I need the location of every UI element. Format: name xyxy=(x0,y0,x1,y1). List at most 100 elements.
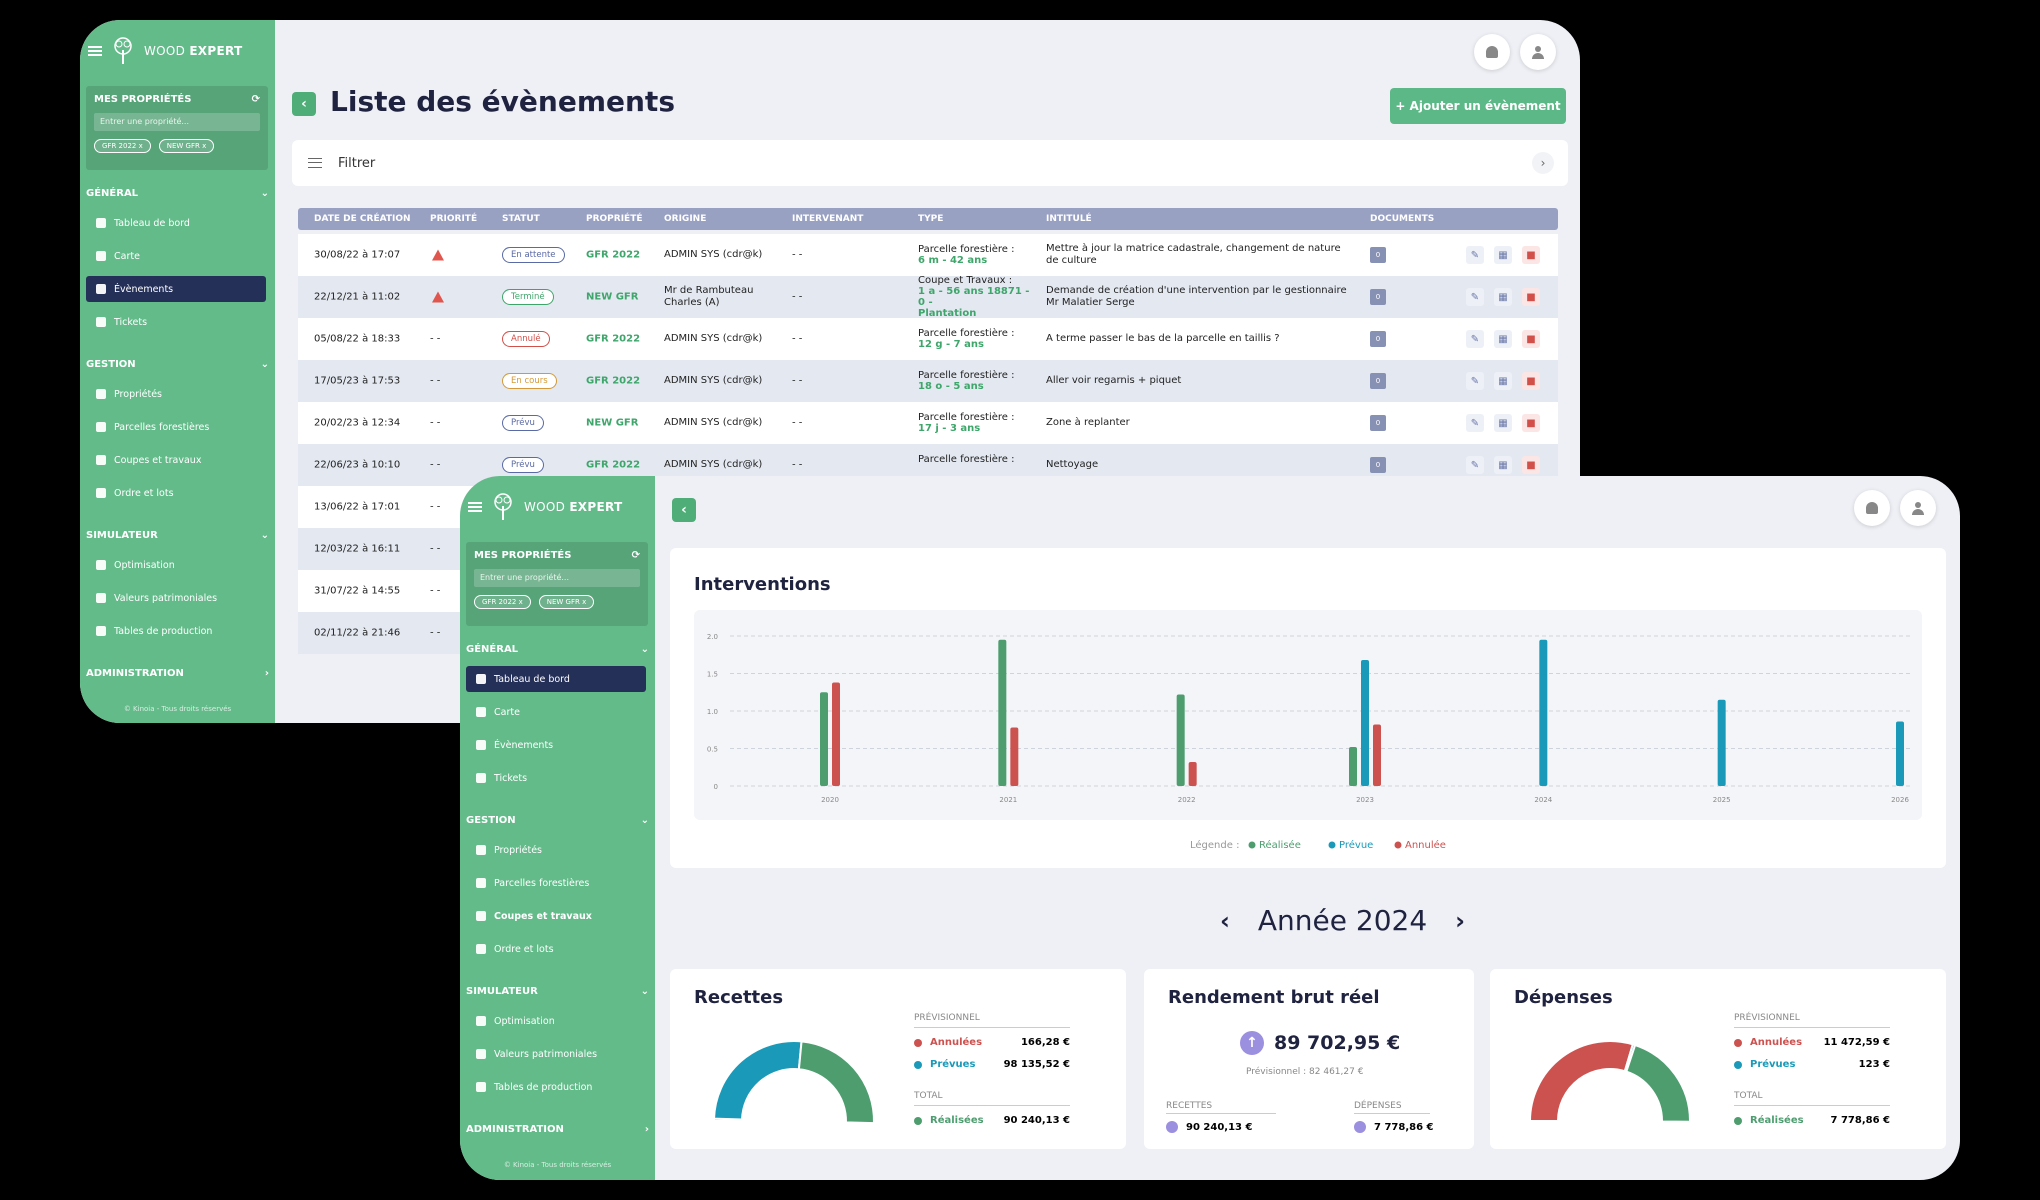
x-tick-label: 2021 xyxy=(999,796,1017,804)
nav-ordre[interactable]: Ordre et lots xyxy=(466,936,646,962)
refresh-icon[interactable]: ⟳ xyxy=(251,94,260,105)
section-gestion[interactable]: GESTION ⌄ xyxy=(466,815,649,826)
chevron-right-icon[interactable]: › xyxy=(1532,152,1554,174)
cell-origine: Mr de Rambuteau Charles (A) xyxy=(664,285,754,308)
col-intervenant[interactable]: INTERVENANT xyxy=(792,214,864,224)
nav-tickets[interactable]: Tickets xyxy=(86,309,266,335)
map-icon[interactable]: ▦ xyxy=(1494,456,1512,474)
cell-date: 31/07/22 à 14:55 xyxy=(314,585,401,597)
cell-type: Parcelle forestière :12 g - 7 ans xyxy=(918,328,1015,350)
nav-ordre[interactable]: Ordre et lots xyxy=(86,480,266,506)
nav-carte[interactable]: Carte xyxy=(466,699,646,725)
map-icon[interactable]: ▦ xyxy=(1494,288,1512,306)
property-search-input[interactable]: Entrer une propriété... xyxy=(474,569,640,587)
nav-valeurs[interactable]: Valeurs patrimoniales xyxy=(86,585,266,611)
property-chip[interactable]: NEW GFR x xyxy=(158,139,215,153)
col-origine[interactable]: ORIGINE xyxy=(664,214,707,224)
edit-icon[interactable]: ✎ xyxy=(1466,414,1484,432)
edit-icon[interactable]: ✎ xyxy=(1466,372,1484,390)
document-count-badge[interactable]: 0 xyxy=(1370,457,1386,473)
nav-valeurs[interactable]: Valeurs patrimoniales xyxy=(466,1041,646,1067)
map-icon[interactable]: ▦ xyxy=(1494,246,1512,264)
section-simulateur[interactable]: SIMULATEUR ⌄ xyxy=(466,986,649,997)
document-count-badge[interactable]: 0 xyxy=(1370,289,1386,305)
notifications-button[interactable] xyxy=(1854,490,1890,526)
col-documents[interactable]: DOCUMENTS xyxy=(1370,214,1435,224)
property-search-input[interactable]: Entrer une propriété... xyxy=(94,113,260,131)
rendement-title: Rendement brut réel xyxy=(1168,987,1380,1008)
trash-icon[interactable]: ■ xyxy=(1522,456,1540,474)
table-row[interactable]: 17/05/23 à 17:53 - - En cours GFR 2022 ADMIN… xyxy=(298,360,1558,402)
nav-carte[interactable]: Carte xyxy=(86,243,266,269)
property-chip[interactable]: GFR 2022 x xyxy=(94,139,151,153)
map-icon[interactable]: ▦ xyxy=(1494,414,1512,432)
notifications-button[interactable] xyxy=(1474,34,1510,70)
property-chip[interactable]: NEW GFR x xyxy=(538,595,595,609)
y-tick-label: 1.0 xyxy=(707,708,718,716)
col-type[interactable]: TYPE xyxy=(918,214,944,224)
nav-coupes[interactable]: Coupes et travaux xyxy=(86,447,266,473)
edit-icon[interactable]: ✎ xyxy=(1466,330,1484,348)
nav-tables[interactable]: Tables de production xyxy=(466,1074,646,1100)
back-arrow-icon[interactable]: ‹ xyxy=(672,498,696,522)
filter-bar[interactable]: Filtrer › xyxy=(292,140,1568,186)
nav-coupes[interactable]: Coupes et travaux xyxy=(466,903,646,929)
document-count-badge[interactable]: 0 xyxy=(1370,415,1386,431)
nav-proprietes[interactable]: Propriétés xyxy=(86,381,266,407)
section-gestion[interactable]: GESTION ⌄ xyxy=(86,359,269,370)
nav-evenements[interactable]: Évènements xyxy=(466,732,646,758)
menu-icon[interactable] xyxy=(468,502,482,512)
trash-icon[interactable]: ■ xyxy=(1522,372,1540,390)
nav-tickets[interactable]: Tickets xyxy=(466,765,646,791)
cell-intitule: Nettoyage xyxy=(1046,459,1099,470)
table-header: DATE DE CRÉATION PRIORITÉ STATUT PROPRIÉ… xyxy=(298,208,1558,230)
chevron-left-icon[interactable]: ‹ xyxy=(1220,906,1230,935)
nav-optimisation[interactable]: Optimisation xyxy=(86,552,266,578)
user-button[interactable] xyxy=(1900,490,1936,526)
edit-icon[interactable]: ✎ xyxy=(1466,246,1484,264)
nav-proprietes[interactable]: Propriétés xyxy=(466,837,646,863)
trash-icon[interactable]: ■ xyxy=(1522,288,1540,306)
col-statut[interactable]: STATUT xyxy=(502,214,540,224)
property-chip[interactable]: GFR 2022 x xyxy=(474,595,531,609)
trash-icon[interactable]: ■ xyxy=(1522,414,1540,432)
back-arrow-icon[interactable]: ‹ xyxy=(292,92,316,116)
document-count-badge[interactable]: 0 xyxy=(1370,373,1386,389)
nav-tableau-de-bord[interactable]: Tableau de bord xyxy=(466,666,646,692)
section-simulateur[interactable]: SIMULATEUR ⌄ xyxy=(86,530,269,541)
user-button[interactable] xyxy=(1520,34,1556,70)
trash-icon[interactable]: ■ xyxy=(1522,330,1540,348)
add-event-button[interactable]: + Ajouter un évènement xyxy=(1390,88,1566,124)
document-count-badge[interactable]: 0 xyxy=(1370,247,1386,263)
col-propriete[interactable]: PROPRIÉTÉ xyxy=(586,214,643,224)
refresh-icon[interactable]: ⟳ xyxy=(631,550,640,561)
section-administration[interactable]: ADMINISTRATION › xyxy=(466,1124,649,1135)
chevron-right-icon[interactable]: › xyxy=(1455,906,1466,935)
nav-tableau-de-bord[interactable]: Tableau de bord xyxy=(86,210,266,236)
donut-slice-réalisées xyxy=(1625,1043,1691,1123)
section-administration[interactable]: ADMINISTRATION › xyxy=(86,668,269,679)
menu-icon[interactable] xyxy=(88,46,102,56)
col-date[interactable]: DATE DE CRÉATION xyxy=(314,214,411,224)
map-icon[interactable]: ▦ xyxy=(1494,372,1512,390)
section-general[interactable]: GÉNÉRAL ⌄ xyxy=(466,644,649,655)
map-icon[interactable]: ▦ xyxy=(1494,330,1512,348)
col-intitule[interactable]: INTITULÉ xyxy=(1046,214,1092,224)
col-priorite[interactable]: PRIORITÉ xyxy=(430,214,478,224)
sidebar: WOOD EXPERT MES PROPRIÉTÉS ⟳ Entrer une p… xyxy=(460,476,655,1180)
document-count-badge[interactable]: 0 xyxy=(1370,331,1386,347)
edit-icon[interactable]: ✎ xyxy=(1466,456,1484,474)
trash-icon[interactable]: ■ xyxy=(1522,246,1540,264)
nav-parcelles[interactable]: Parcelles forestières xyxy=(86,414,266,440)
table-row[interactable]: 20/02/23 à 12:34 - - Prévu NEW GFR ADMIN SYS… xyxy=(298,402,1558,444)
nav-evenements[interactable]: Évènements xyxy=(86,276,266,302)
nav-tables[interactable]: Tables de production xyxy=(86,618,266,644)
legend-dot xyxy=(1394,841,1402,849)
table-row[interactable]: 30/08/22 à 17:07 En attente GFR 2022 ADMIN … xyxy=(298,234,1558,276)
nav-parcelles[interactable]: Parcelles forestières xyxy=(466,870,646,896)
table-row[interactable]: 22/12/21 à 11:02 Terminé NEW GFR Mr de Ramb… xyxy=(298,275,1558,319)
nav-optimisation[interactable]: Optimisation xyxy=(466,1008,646,1034)
edit-icon[interactable]: ✎ xyxy=(1466,288,1484,306)
section-general[interactable]: GÉNÉRAL ⌄ xyxy=(86,188,269,199)
table-row[interactable]: 05/08/22 à 18:33 - - Annulé GFR 2022 ADMIN S… xyxy=(298,318,1558,360)
